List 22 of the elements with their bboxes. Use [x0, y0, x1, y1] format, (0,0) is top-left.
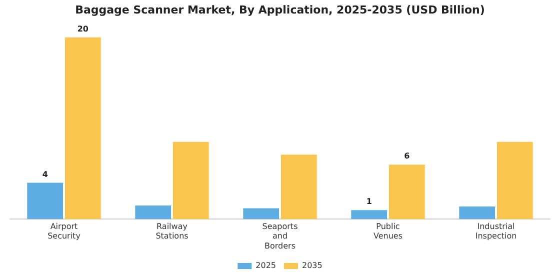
data-label: 1: [366, 197, 372, 206]
x-tick-label: Railway Stations: [156, 222, 188, 241]
data-label: 6: [404, 152, 410, 161]
x-tick-label: Airport Security: [48, 222, 81, 241]
data-label: 4: [42, 170, 48, 179]
legend-label: 2025: [256, 261, 276, 270]
bar: [496, 142, 533, 220]
bar: [243, 208, 280, 220]
data-label: 20: [77, 24, 89, 34]
x-tick-label: Seaports and Borders: [262, 222, 298, 250]
bar: [64, 37, 101, 220]
legend-label: 2035: [302, 261, 322, 270]
bar: [351, 210, 388, 220]
bar: [27, 182, 64, 220]
bar: [459, 206, 496, 220]
bar: [280, 154, 317, 220]
bar: [388, 164, 425, 220]
x-tick-label: Industrial Inspection: [475, 222, 517, 241]
x-tick-label: Public Venues: [373, 222, 403, 241]
bar: [172, 142, 209, 220]
bar: [135, 206, 172, 220]
chart-title: Baggage Scanner Market, By Application, 2025-2035 (USD Billion): [75, 3, 485, 16]
